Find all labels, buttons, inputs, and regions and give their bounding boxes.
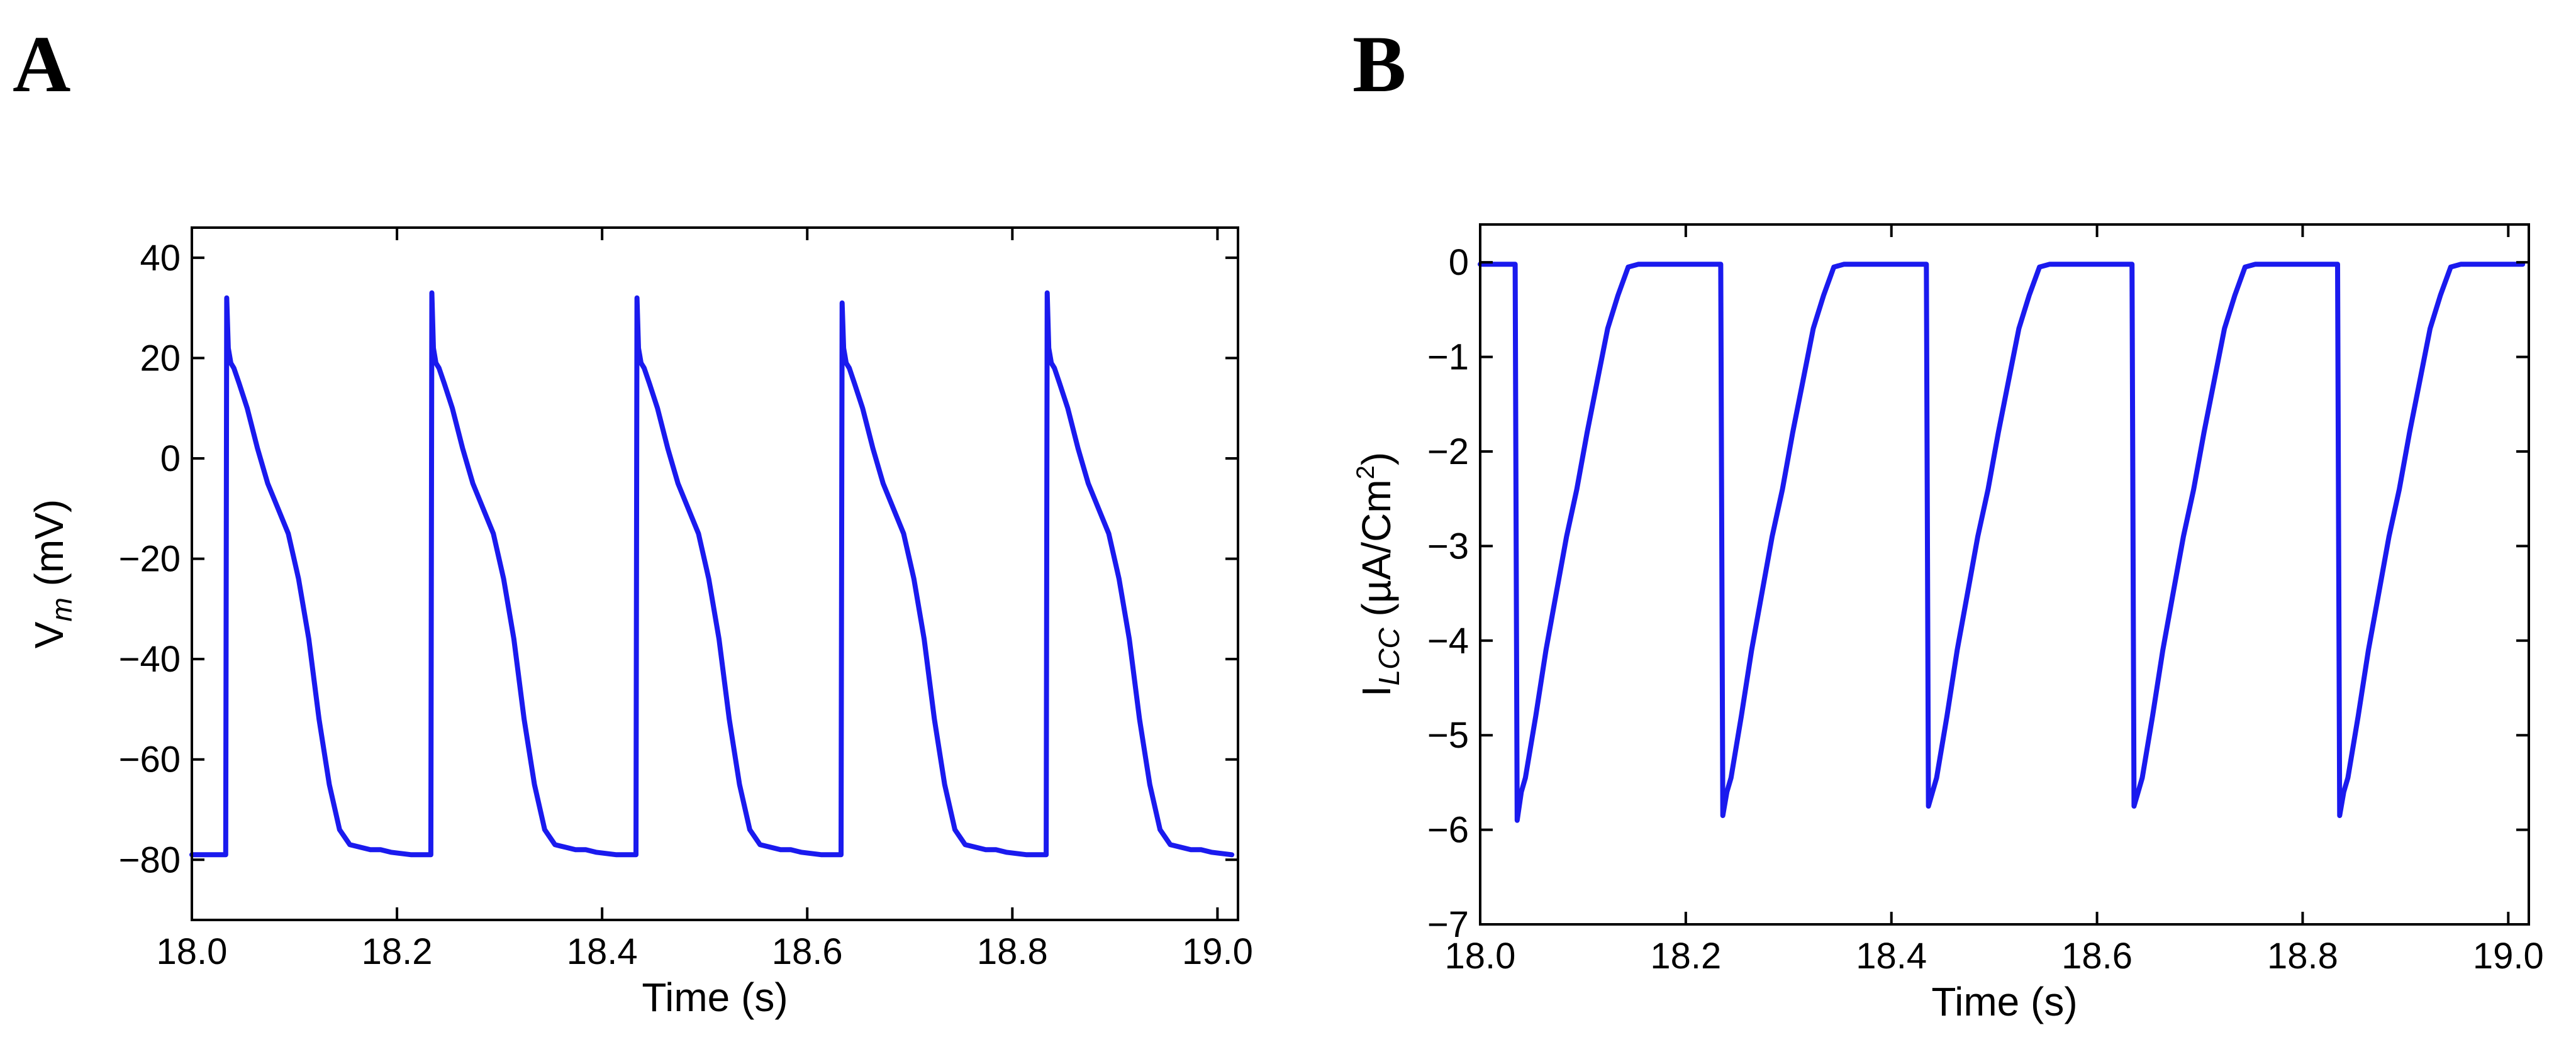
y-tick-label: −7 [1427,904,1469,945]
x-tick-label: 19.0 [1182,931,1253,972]
y-tick-label: −3 [1427,526,1469,567]
y-tick-label: 0 [160,438,181,479]
y-tick-label: −60 [119,739,181,780]
chart-a: 18.0 18.2 18.4 18.6 18.8 19.0 40 20 0 −20 −40 −60 −8… [26,226,1253,1020]
x-tick-label: 18.8 [977,931,1048,972]
series-line-vm [189,290,1235,858]
plot-frame [1479,223,2530,926]
x-tick-label: 18.0 [157,931,228,972]
y-tick-label: −6 [1427,810,1469,851]
x-tick-label: 18.8 [2267,936,2338,977]
y-tick-label: −20 [119,539,181,580]
x-tick-label: 18.6 [772,931,843,972]
y-tick-label: −5 [1427,715,1469,756]
y-tick-label: −40 [119,639,181,680]
x-tick-label: 18.4 [1856,936,1927,977]
chart-b: 18.0 18.2 18.4 18.6 18.8 19.0 0 −1 −2 −3 −4 −5 −6 −7 T… [1352,223,2544,1024]
x-tick-label: 18.2 [362,931,433,972]
series-line-ilcc [1478,262,2526,823]
plot-frame [191,226,1239,921]
x-tick-label: 18.4 [567,931,638,972]
x-tick-label: 19.0 [2473,936,2544,977]
y-tick-label: 40 [140,238,181,279]
x-axis-label: Time (s) [1931,979,2077,1024]
y-tick-label: −80 [119,839,181,880]
y-tick-label: −2 [1427,431,1469,472]
y-tick-label: 20 [140,338,181,379]
y-tick-label: −1 [1427,337,1469,378]
y-axis-label: Vm (mV) [26,499,78,648]
x-axis-label: Time (s) [642,975,788,1020]
panel-label-a: A [13,19,70,109]
y-tick-label: 0 [1449,242,1469,283]
x-tick-label: 18.2 [1650,936,1721,977]
panel-label-b: B [1352,19,1406,109]
y-tick-label: −4 [1427,621,1469,662]
y-axis-label: ILCC (µA/Cm2) [1352,452,1405,697]
x-tick-label: 18.6 [2061,936,2133,977]
x-tick-label: 18.0 [1445,936,1516,977]
